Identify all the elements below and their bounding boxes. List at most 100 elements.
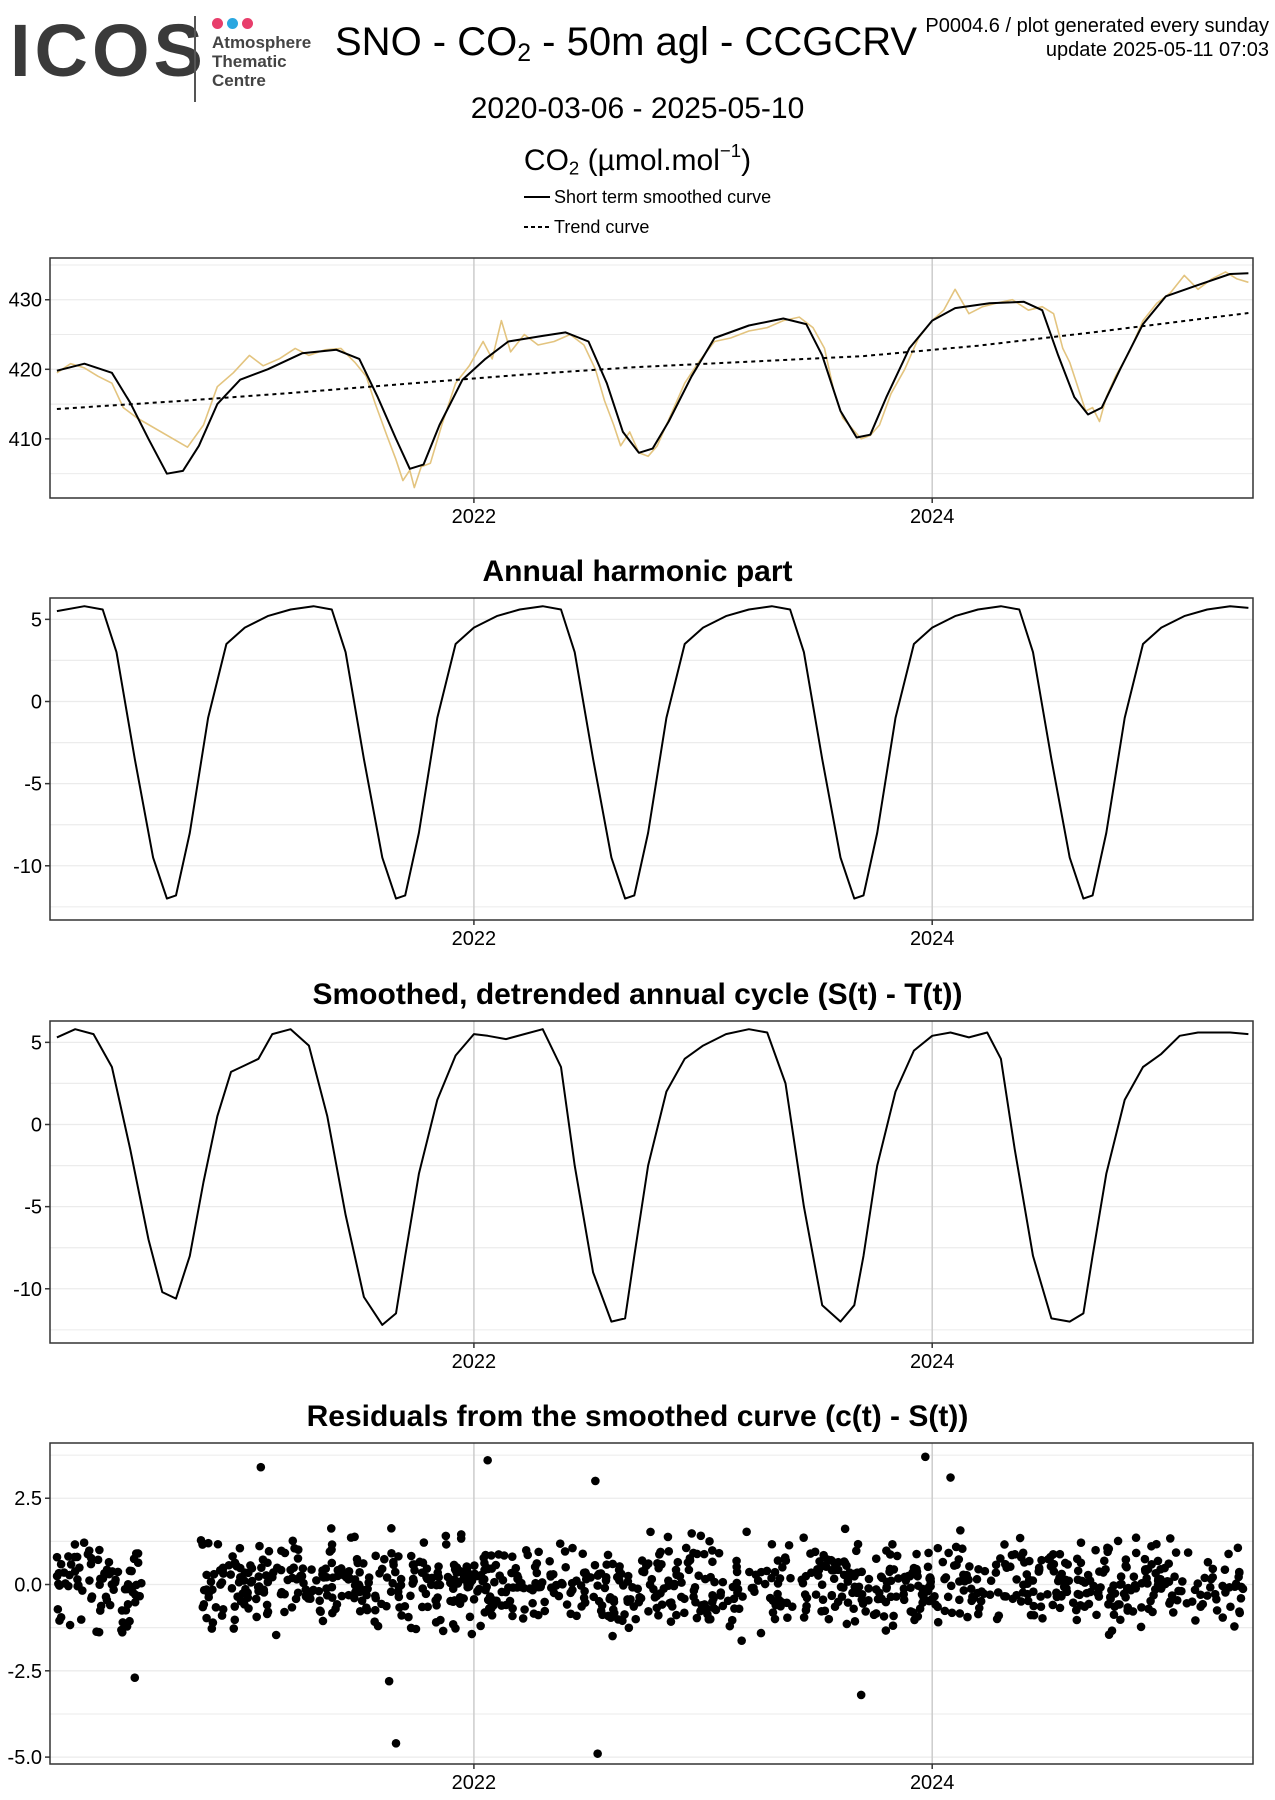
residual-point [1235, 1607, 1244, 1616]
residual-point [955, 1577, 964, 1586]
residual-point [1019, 1580, 1028, 1590]
residual-point [322, 1584, 331, 1593]
residual-point [125, 1566, 135, 1576]
series-smoothed-line [56, 605, 1249, 900]
residual-point [931, 1600, 940, 1609]
residual-point [973, 1588, 982, 1598]
residual-point [417, 1568, 427, 1577]
y-tick-label: 5 [31, 609, 42, 631]
residual-point [358, 1559, 368, 1568]
residual-point [438, 1626, 448, 1636]
residual-point [1094, 1592, 1104, 1601]
residual-point [293, 1545, 303, 1554]
residual-point [293, 1554, 303, 1563]
residual-point [494, 1550, 503, 1559]
residual-point [1104, 1630, 1114, 1639]
residual-point [355, 1606, 365, 1616]
plot-metadata: P0004.6 / plot generated every sunday up… [925, 14, 1269, 62]
residual-point [1220, 1565, 1230, 1574]
residual-point [328, 1573, 338, 1582]
residual-point [1037, 1555, 1046, 1565]
residual-point [1182, 1598, 1192, 1608]
residual-point [1234, 1572, 1243, 1582]
residual-point [681, 1543, 691, 1553]
residual-point [431, 1596, 440, 1605]
residual-point [996, 1554, 1005, 1563]
residual-point [465, 1612, 475, 1622]
residual-point [1164, 1559, 1174, 1568]
residual-point [85, 1576, 94, 1585]
residual-point [206, 1577, 216, 1587]
residual-point [912, 1549, 921, 1559]
residual-point [1137, 1603, 1146, 1612]
residual-point [352, 1554, 362, 1564]
residual-point [218, 1605, 228, 1614]
residual-point [257, 1563, 266, 1572]
residual-point [756, 1628, 766, 1638]
residual-point [390, 1567, 400, 1577]
residual-point [1103, 1547, 1112, 1557]
residual-point [1233, 1543, 1243, 1553]
residual-point [1167, 1591, 1177, 1600]
residual-point [94, 1627, 104, 1637]
residual-point [711, 1605, 721, 1615]
residual-point [852, 1568, 862, 1577]
residual-point [603, 1611, 613, 1621]
residual-point [86, 1553, 96, 1563]
residual-point [254, 1572, 264, 1581]
residual-point [781, 1556, 791, 1565]
residual-point [952, 1560, 961, 1570]
residual-point [889, 1611, 898, 1621]
residual-point [1237, 1582, 1246, 1592]
residual-point [202, 1613, 211, 1623]
residual-point [377, 1599, 386, 1609]
residual-point [286, 1565, 295, 1575]
residual-point [255, 1541, 264, 1551]
residual-point [926, 1574, 935, 1584]
residual-point [56, 1559, 66, 1569]
residual-point [486, 1604, 496, 1613]
x-tick-label: 2024 [910, 1351, 955, 1373]
residual-point [624, 1623, 634, 1633]
residual-point [1183, 1548, 1193, 1557]
meta-line-1: P0004.6 / plot generated every sunday [925, 15, 1269, 37]
residual-point [657, 1600, 667, 1609]
residual-point [476, 1621, 485, 1631]
residual-point [946, 1581, 956, 1591]
residual-outlier-point [856, 1690, 866, 1700]
residual-point [784, 1540, 794, 1550]
ylabel-subscript: 2 [568, 157, 580, 179]
residual-point [836, 1582, 846, 1592]
residual-point [1073, 1566, 1083, 1576]
residual-point [933, 1617, 943, 1627]
residual-point [955, 1609, 965, 1618]
residual-point [773, 1556, 783, 1565]
series-trend-line [56, 312, 1249, 410]
residual-point [826, 1555, 836, 1565]
residual-point [431, 1618, 441, 1627]
residual-point [251, 1594, 261, 1604]
residual-point [230, 1602, 240, 1611]
residual-point [1212, 1595, 1221, 1604]
residual-point [1115, 1600, 1124, 1609]
residual-point [441, 1540, 451, 1549]
residual-point [753, 1576, 763, 1585]
residual-point [1060, 1580, 1070, 1590]
residual-point [669, 1581, 679, 1591]
residual-point [694, 1571, 703, 1580]
residual-outlier-point [130, 1673, 140, 1683]
residual-point [455, 1566, 465, 1576]
residual-point [881, 1626, 891, 1635]
residual-point [631, 1614, 641, 1624]
residual-point [608, 1631, 617, 1641]
residual-point [117, 1627, 127, 1637]
residual-point [435, 1580, 445, 1590]
residual-point [204, 1538, 213, 1548]
residual-point [1178, 1577, 1187, 1586]
panel-title-detrended-cycle: Smoothed, detrended annual cycle (S(t) -… [312, 978, 963, 1011]
residual-point [364, 1573, 374, 1582]
residual-point [963, 1612, 972, 1622]
residual-point [443, 1572, 453, 1582]
residual-point [767, 1539, 777, 1549]
residual-point [756, 1567, 766, 1577]
